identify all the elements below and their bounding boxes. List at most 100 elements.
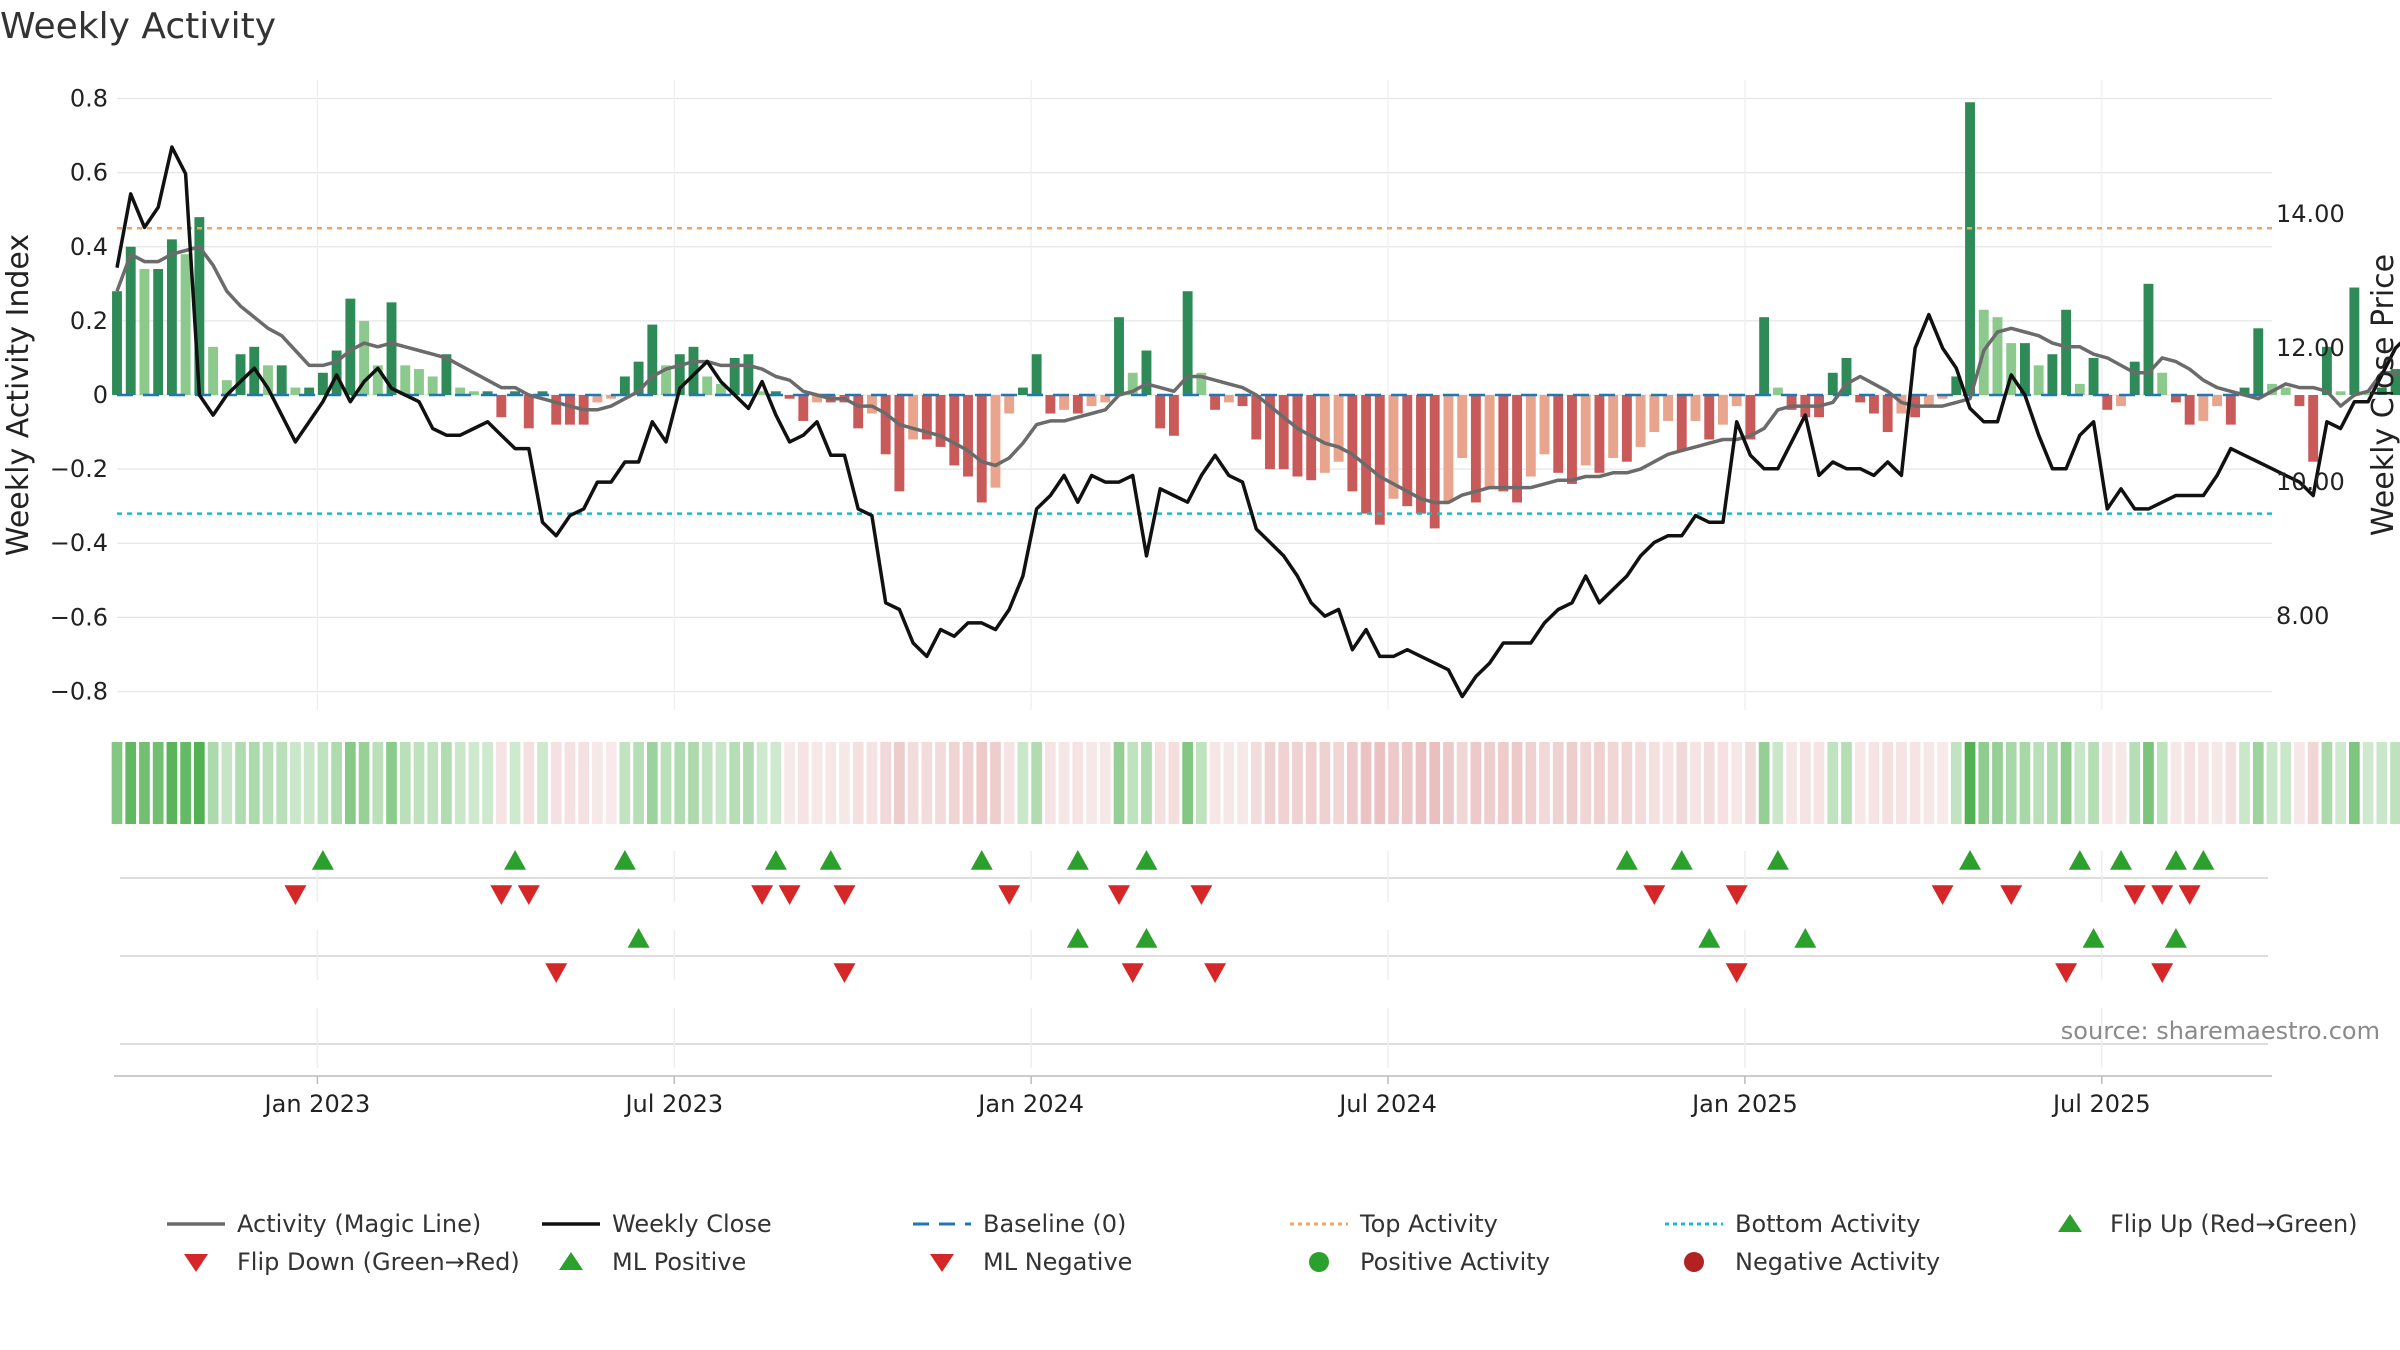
activity-bar xyxy=(1196,372,1207,395)
heat-cell xyxy=(715,742,727,824)
heat-cell xyxy=(1154,742,1166,824)
heat-cell xyxy=(1374,742,1386,824)
activity-bar xyxy=(1869,395,1879,414)
heat-cell xyxy=(482,742,493,824)
activity-bar xyxy=(1374,395,1385,525)
heat-cell xyxy=(303,742,315,824)
activity-bar xyxy=(1621,395,1632,462)
flip-up-marker xyxy=(970,850,993,870)
heat-cell xyxy=(1635,742,1646,824)
legend-flip-down-icon xyxy=(184,1254,208,1272)
heat-cell xyxy=(2115,742,2127,824)
heat-cell xyxy=(1346,742,1358,824)
heat-cell xyxy=(633,742,644,824)
legend-label: Positive Activity xyxy=(1360,1248,1550,1276)
activity-bar xyxy=(2102,395,2113,410)
heat-cell xyxy=(1896,742,1907,824)
activity-bar xyxy=(304,387,315,395)
activity-bar xyxy=(1567,395,1577,484)
activity-bar xyxy=(743,354,754,395)
heat-cell xyxy=(372,742,384,824)
heat-cell xyxy=(1909,742,1921,824)
heat-cell xyxy=(427,742,439,824)
heat-cell xyxy=(1443,742,1454,824)
heat-cell xyxy=(1168,742,1180,824)
activity-bar xyxy=(784,395,795,399)
x-tick-label: Jul 2025 xyxy=(2051,1090,2151,1118)
activity-bar xyxy=(1127,372,1138,395)
flip-down-marker xyxy=(998,885,1021,905)
heat-cell xyxy=(441,742,452,824)
activity-bar xyxy=(1031,354,1042,395)
activity-bar xyxy=(606,395,617,399)
activity-bar xyxy=(674,354,685,395)
activity-bar xyxy=(2280,387,2291,395)
magic-line xyxy=(115,245,2400,505)
activity-bar xyxy=(345,298,356,395)
y-tick-label: −0.4 xyxy=(50,529,108,557)
heat-cell xyxy=(2088,742,2099,824)
activity-bar xyxy=(2088,357,2099,395)
heat-cell xyxy=(784,742,795,824)
activity-bar xyxy=(908,395,919,440)
activity-bar xyxy=(2170,395,2181,403)
heat-cell xyxy=(1470,742,1482,824)
flip-up-marker xyxy=(1670,850,1693,870)
heat-cell xyxy=(2307,742,2319,824)
flip-down-marker xyxy=(545,963,568,983)
heat-cell xyxy=(1978,742,1990,824)
x-axis-ticks: Jan 2023 Jul 2023 Jan 2024 Jul 2024 Jan 2025… xyxy=(263,1076,2151,1118)
activity-bar xyxy=(1017,387,1028,395)
activity-bar xyxy=(1100,395,1111,403)
activity-bar xyxy=(2212,395,2223,407)
heat-cell xyxy=(1292,742,1303,824)
flip-down-marker xyxy=(1108,885,1131,905)
flip-down-marker xyxy=(1204,963,1227,983)
y2-tick-label: 8.00 xyxy=(2276,602,2329,630)
legend-ml-negative-icon xyxy=(930,1254,954,1272)
activity-bar xyxy=(1841,357,1852,395)
y-tick-label: 0.4 xyxy=(70,233,108,261)
heat-cell xyxy=(221,742,233,824)
heat-cell xyxy=(1539,742,1550,824)
activity-bar xyxy=(880,395,891,455)
activity-bar xyxy=(716,383,726,395)
activity-bar xyxy=(1512,395,1523,503)
heat-cell xyxy=(276,742,288,824)
heat-cell xyxy=(770,742,782,824)
reference-lines xyxy=(117,226,2272,515)
activity-bar xyxy=(2321,346,2332,395)
activity-bar xyxy=(372,365,383,395)
activity-bar xyxy=(935,395,946,447)
heat-cell xyxy=(1717,742,1729,824)
heat-cell xyxy=(1786,742,1797,824)
activity-bar xyxy=(1278,395,1289,470)
heat-cell xyxy=(290,742,301,824)
flip-up-marker xyxy=(1698,928,1721,948)
flip-down-marker xyxy=(2123,885,2146,905)
legend-label: Top Activity xyxy=(1359,1210,1498,1238)
heat-cell xyxy=(207,742,219,824)
heat-cell xyxy=(2211,742,2223,824)
heat-cell xyxy=(139,742,150,824)
source-note: source: sharemaestro.com xyxy=(2061,1017,2380,1045)
heat-cell xyxy=(948,742,960,824)
heat-cell xyxy=(550,742,562,824)
activity-bar xyxy=(2033,365,2044,395)
activity-bar xyxy=(702,376,713,395)
heat-cell xyxy=(825,742,837,824)
heat-cell xyxy=(839,742,850,824)
activity-bar xyxy=(1676,395,1687,451)
heat-cell xyxy=(1690,742,1701,824)
activity-bar xyxy=(1457,395,1468,458)
activity-heat-strip xyxy=(111,742,2400,824)
heat-cell xyxy=(1182,742,1193,824)
y2-tick-label: 10.00 xyxy=(2276,468,2345,496)
activity-bar xyxy=(2143,283,2154,395)
activity-bar xyxy=(990,395,1001,488)
activity-bar xyxy=(1827,372,1838,395)
activity-bar xyxy=(949,395,960,466)
heat-cell xyxy=(166,742,178,824)
right-y-ticks: 14.00 12.00 10.00 8.00 xyxy=(2276,200,2345,630)
legend-label: Flip Up (Red→Green) xyxy=(2110,1210,2358,1238)
